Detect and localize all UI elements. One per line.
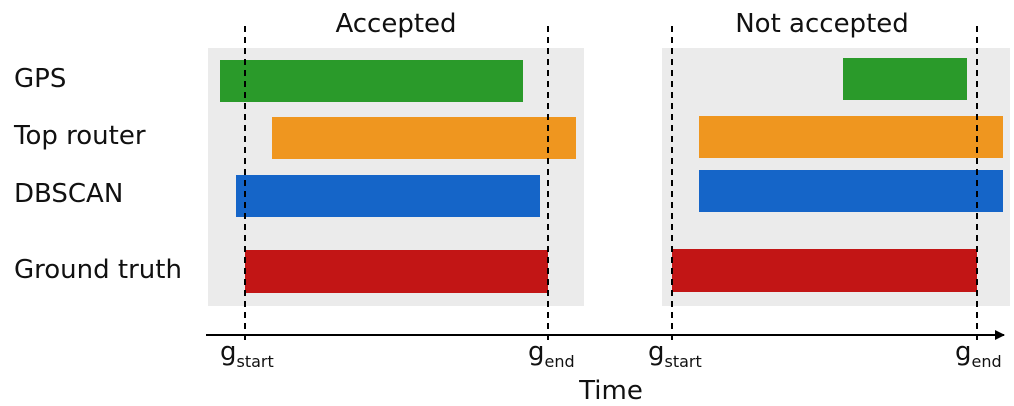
g-end-marker-2: gend [955,337,1002,371]
bar-dbscan-accepted [236,175,540,217]
bar-gps-not-accepted [843,58,967,100]
bar-top-router-not-accepted [699,116,1003,158]
bar-dbscan-not-accepted [699,170,1003,212]
g-end-marker-1: gend [528,337,575,371]
bar-ground-truth-accepted [245,250,548,293]
bar-top-router-accepted [272,117,576,159]
row-label-gps: GPS [14,64,67,94]
bar-gps-accepted [220,60,523,102]
row-label-ground-truth: Ground truth [14,255,182,285]
row-label-dbscan: DBSCAN [14,179,124,209]
g-start-marker-2: gstart [648,337,702,371]
bar-ground-truth-not-accepted [672,249,977,292]
g-start-marker-1: gstart [220,337,274,371]
panel-title-not-accepted: Not accepted [735,9,909,39]
row-label-top-router: Top router [14,121,146,151]
panel-title-accepted: Accepted [335,9,457,39]
time-axis-title: Time [579,376,643,406]
